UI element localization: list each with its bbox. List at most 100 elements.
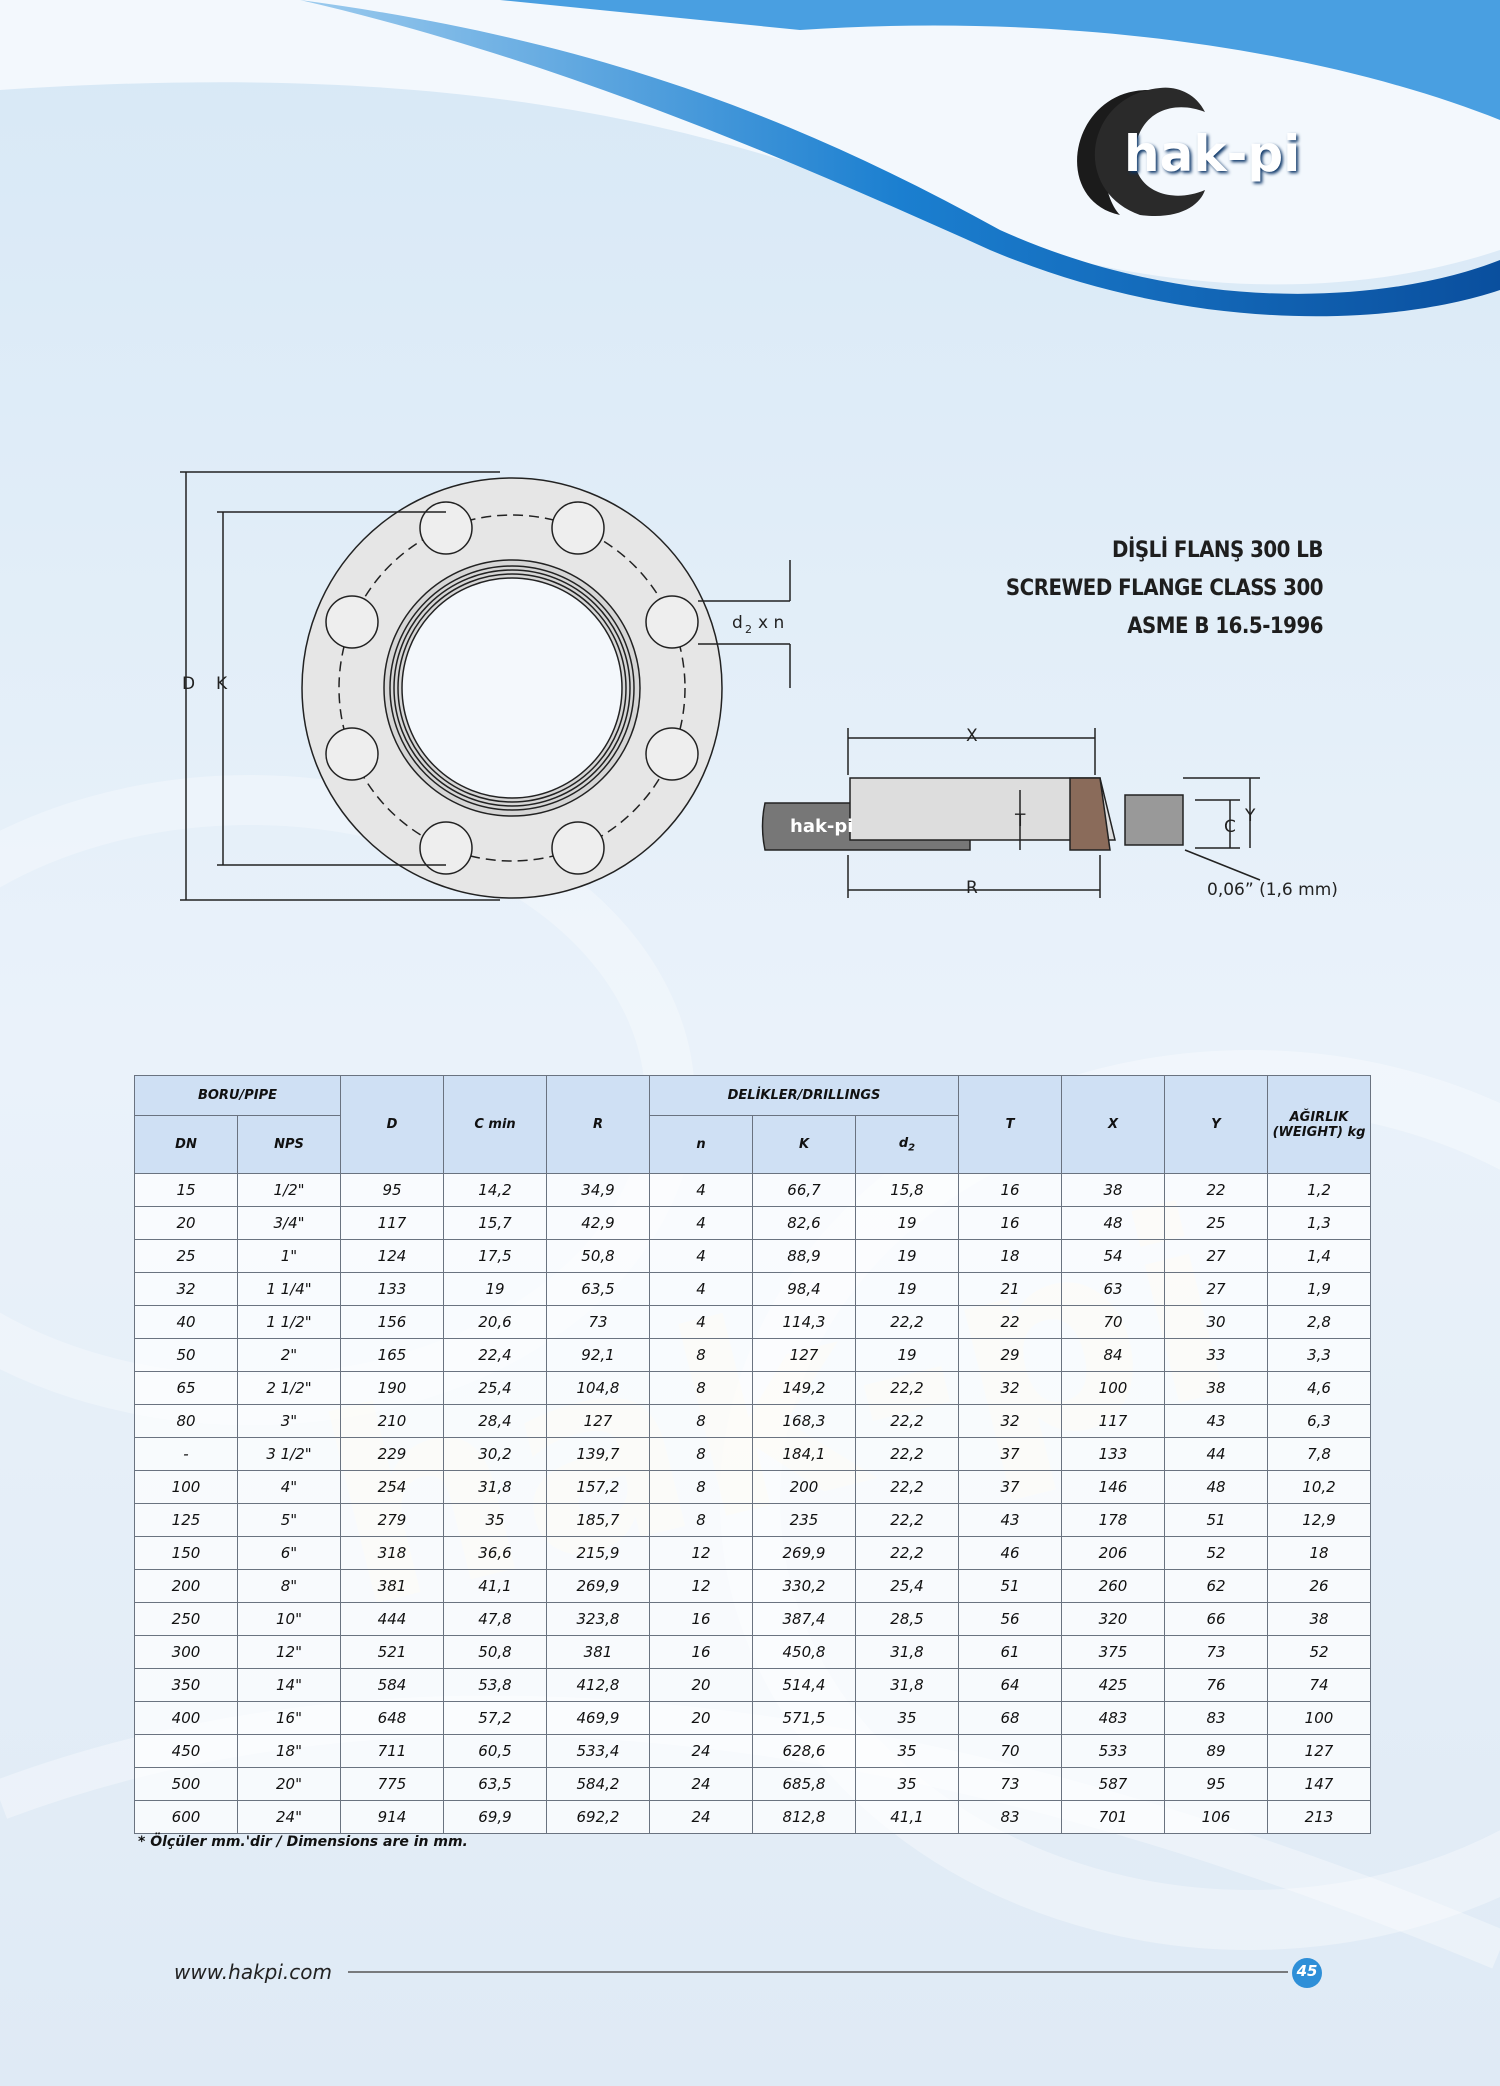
table-cell: 31,8	[855, 1668, 959, 1702]
dim-hole-sub: 2	[745, 623, 752, 636]
table-cell: 8	[649, 1404, 753, 1438]
table-cell: 24	[649, 1734, 753, 1768]
table-cell: 1 1/2"	[237, 1305, 341, 1339]
table-cell: 89	[1164, 1734, 1268, 1768]
table-cell: 1/2"	[237, 1173, 341, 1207]
table-row: 200 8" 381 41,1 269,9 12 330,2 25,4 51 260 62 26	[134, 1569, 1371, 1603]
table-cell: 60,5	[443, 1734, 547, 1768]
table-cell: 48	[1164, 1470, 1268, 1504]
table-cell: 117	[1061, 1404, 1165, 1438]
table-cell: 22	[958, 1305, 1062, 1339]
table-cell: 12"	[237, 1635, 341, 1669]
table-cell: 95	[1164, 1767, 1268, 1801]
table-cell: 165	[340, 1338, 444, 1372]
header-sub: 2	[908, 1142, 916, 1154]
table-cell: 88,9	[752, 1239, 856, 1273]
table-cell: 24"	[237, 1800, 341, 1834]
dim-r: R	[966, 878, 978, 898]
table-cell: 279	[340, 1503, 444, 1537]
table-cell: 84	[1061, 1338, 1165, 1372]
table-cell: 38	[1164, 1371, 1268, 1405]
table-cell: 26	[1267, 1569, 1371, 1603]
table-cell: 56	[958, 1602, 1062, 1636]
table-cell: 139,7	[546, 1437, 650, 1471]
table-cell: 22,2	[855, 1536, 959, 1570]
table-cell: 104,8	[546, 1371, 650, 1405]
table-cell: 51	[1164, 1503, 1268, 1537]
table-cell: 425	[1061, 1668, 1165, 1702]
table-cell: 30,2	[443, 1437, 547, 1471]
table-cell: 19	[855, 1239, 959, 1273]
table-cell: 444	[340, 1602, 444, 1636]
table-cell: 20	[649, 1668, 753, 1702]
table-cell: 260	[1061, 1569, 1165, 1603]
table-cell: 25,4	[443, 1371, 547, 1405]
dim-hole-n: x n	[758, 613, 784, 633]
table-cell: 20	[134, 1206, 238, 1240]
table-cell: 66	[1164, 1602, 1268, 1636]
table-cell: 95	[340, 1173, 444, 1207]
table-cell: 20"	[237, 1767, 341, 1801]
table-cell: 52	[1164, 1536, 1268, 1570]
table-cell: 3/4"	[237, 1206, 341, 1240]
table-cell: 25	[134, 1239, 238, 1273]
table-cell: 117	[340, 1206, 444, 1240]
table-cell: 18	[958, 1239, 1062, 1273]
table-cell: 33	[1164, 1338, 1268, 1372]
table-cell: 500	[134, 1767, 238, 1801]
table-cell: 20,6	[443, 1305, 547, 1339]
table-cell: 254	[340, 1470, 444, 1504]
table-row: 250 10" 444 47,8 323,8 16 387,4 28,5 56 320 66 38	[134, 1602, 1371, 1636]
table-row: -3 1/2" 229 30,2 139,7 8 184,1 22,2 37 133 44 7,8	[134, 1437, 1371, 1471]
table-row: 500 20" 775 63,5 584,2 24 685,8 35 73 587 95 147	[134, 1767, 1371, 1801]
header-cell: NPS	[237, 1115, 341, 1174]
table-cell: 62	[1164, 1569, 1268, 1603]
table-cell: 22,2	[855, 1437, 959, 1471]
table-cell: 43	[958, 1503, 1062, 1537]
table-cell: 38	[1061, 1173, 1165, 1207]
table-cell: 35	[855, 1734, 959, 1768]
header-cell: DELİKLER/DRILLINGS	[649, 1075, 959, 1116]
table-cell: 28,5	[855, 1602, 959, 1636]
table-cell: 37	[958, 1470, 1062, 1504]
page-number: 45	[1296, 1962, 1318, 1980]
table-cell: 19	[855, 1272, 959, 1306]
flange-drawing: D K d 2 x n X T R C Y 0,06” (1,6 mm) hak…	[180, 471, 1338, 901]
table-cell: 19	[855, 1206, 959, 1240]
table-cell: 6,3	[1267, 1404, 1371, 1438]
header-cell: d2	[855, 1115, 959, 1174]
table-cell: 584,2	[546, 1767, 650, 1801]
table-cell: 114,3	[752, 1305, 856, 1339]
table-cell: 514,4	[752, 1668, 856, 1702]
table-cell: 100	[134, 1470, 238, 1504]
table-cell: 35	[855, 1701, 959, 1735]
table-cell: 213	[1267, 1800, 1371, 1834]
header-cell: BORU/PIPE	[134, 1075, 341, 1116]
table-row: 400 16" 648 57,2 469,9 20 571,5 35 68 483 83 100	[134, 1701, 1371, 1735]
table-cell: 125	[134, 1503, 238, 1537]
table-cell: 210	[340, 1404, 444, 1438]
dim-hole-base: d	[732, 613, 743, 633]
table-cell: 35	[855, 1767, 959, 1801]
table-cell: 2 1/2"	[237, 1371, 341, 1405]
table-cell: 21	[958, 1272, 1062, 1306]
table-cell: 32	[958, 1371, 1062, 1405]
table-cell: 100	[1267, 1701, 1371, 1735]
table-row: 65 2 1/2" 190 25,4 104,8 8 149,2 22,2 32 100 38 4,6	[134, 1371, 1371, 1405]
table-cell: 16	[958, 1173, 1062, 1207]
table-cell: 1,2	[1267, 1173, 1371, 1207]
table-cell: 57,2	[443, 1701, 547, 1735]
table-cell: 20	[649, 1701, 753, 1735]
header-cell: R	[546, 1075, 650, 1174]
table-cell: 2"	[237, 1338, 341, 1372]
table-cell: 64	[958, 1668, 1062, 1702]
table-cell: 106	[1164, 1800, 1268, 1834]
table-cell: 206	[1061, 1536, 1165, 1570]
table-cell: 16	[958, 1206, 1062, 1240]
table-cell: 8	[649, 1470, 753, 1504]
header-cell: n	[649, 1115, 753, 1174]
table-cell: 27	[1164, 1239, 1268, 1273]
table-row: 600 24" 914 69,9 692,2 24 812,8 41,1 83 701 106 213	[134, 1800, 1371, 1834]
table-cell: 1 1/4"	[237, 1272, 341, 1306]
header-cell: D	[340, 1075, 444, 1174]
